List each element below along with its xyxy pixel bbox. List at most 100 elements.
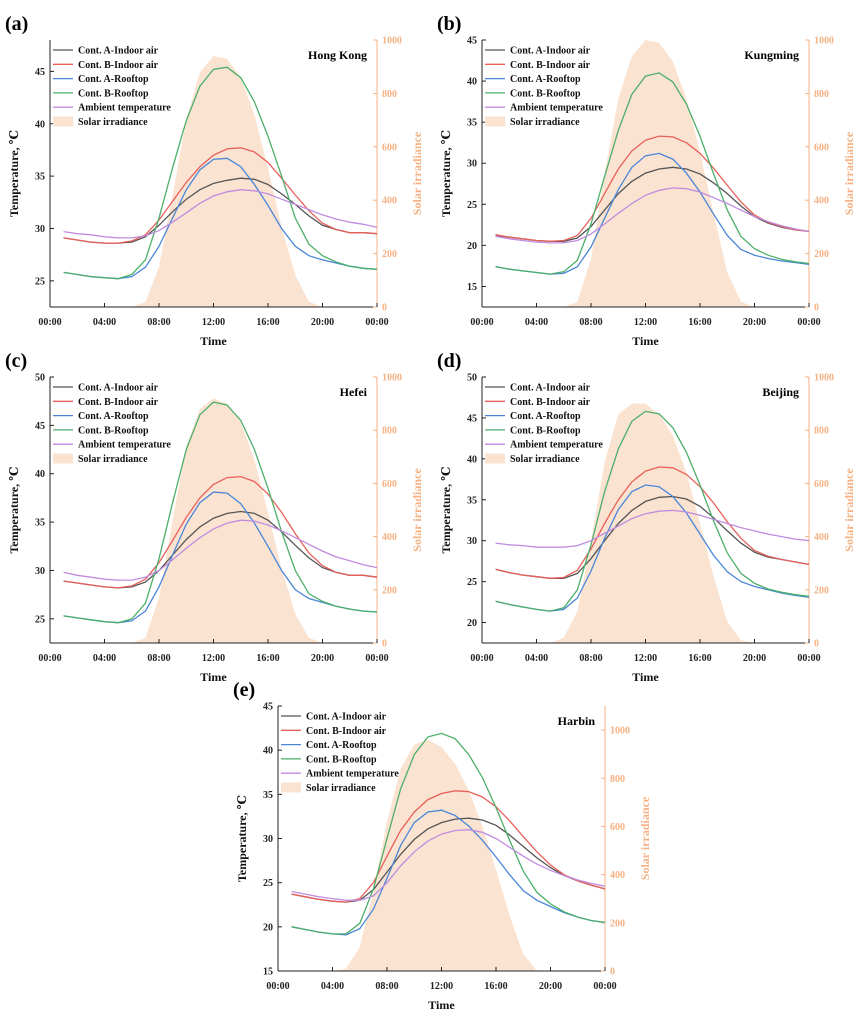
x-tick-label: 00:00 xyxy=(797,653,820,664)
y-tick-label: 15 xyxy=(263,967,273,978)
y2-tick-label: 600 xyxy=(610,822,625,833)
y-tick-label: 25 xyxy=(35,276,45,287)
y-tick-label: 35 xyxy=(263,790,273,801)
y2-tick-label: 1000 xyxy=(814,373,834,384)
y2-tick-label: 0 xyxy=(610,967,615,978)
y2-tick-label: 600 xyxy=(814,479,829,490)
solar-irradiance-area xyxy=(332,739,537,971)
legend-entry: Solar irradiance xyxy=(510,117,580,128)
solar-irradiance-area xyxy=(563,40,755,307)
y-tick-label: 45 xyxy=(467,413,477,424)
chart-title: Hefei xyxy=(340,385,368,399)
y-tick-label: 30 xyxy=(35,224,45,235)
solar-irradiance-area xyxy=(131,398,323,643)
series-line-cont-b-rooftop xyxy=(495,410,810,612)
x-tick-label: 00:00 xyxy=(593,981,616,992)
x-tick-label: 20:00 xyxy=(311,317,334,328)
y2-tick-label: 0 xyxy=(814,639,819,650)
solar-irradiance-area xyxy=(550,403,755,643)
y2-tick-label: 800 xyxy=(382,89,397,100)
chart-panel-1: 25 30 35 40 45 0 200 400 600 800 1000 00:00 04:00 08:… xyxy=(5,13,424,348)
y2-tick-label: 400 xyxy=(814,532,829,543)
y-tick-label: 25 xyxy=(467,200,477,211)
x-tick-label: 08:00 xyxy=(579,317,602,328)
y-tick-label: 35 xyxy=(35,518,45,529)
x-tick-label: 20:00 xyxy=(743,317,766,328)
chart-title: Beijing xyxy=(762,385,799,399)
y-tick-label: 25 xyxy=(35,614,45,625)
x-tick-label: 08:00 xyxy=(375,981,398,992)
x-tick-label: 12:00 xyxy=(634,317,657,328)
series-line-cont-b-indoor-air xyxy=(495,135,810,242)
x-tick-label: 00:00 xyxy=(470,317,493,328)
y-tick-label: 45 xyxy=(263,702,273,713)
x-axis-title: Time xyxy=(632,670,659,684)
y-tick-label: 45 xyxy=(35,67,45,78)
panel-label: (c) xyxy=(5,350,27,372)
y-axis-title: Temperature, ℃ xyxy=(439,130,453,217)
legend-entry: Cont. B-Rooftop xyxy=(78,88,149,99)
series-line-cont-a-rooftop xyxy=(291,809,606,936)
x-axis-title: Time xyxy=(200,334,227,348)
x-tick-label: 04:00 xyxy=(525,653,548,664)
y-axis-title: Temperature, ℃ xyxy=(7,130,21,217)
y-tick-label: 20 xyxy=(263,922,273,933)
panel-label: (b) xyxy=(437,13,461,35)
series-line-cont-b-indoor-air xyxy=(63,147,378,244)
legend-entry: Solar irradiance xyxy=(78,117,148,128)
legend-swatch xyxy=(53,116,73,127)
x-tick-label: 08:00 xyxy=(579,653,602,664)
y-tick-label: 15 xyxy=(467,282,477,293)
legend-entry: Cont. A-Indoor air xyxy=(510,46,591,57)
y2-tick-label: 1000 xyxy=(382,373,402,384)
y2-tick-label: 800 xyxy=(382,426,397,437)
y-tick-label: 25 xyxy=(467,577,477,588)
x-tick-label: 08:00 xyxy=(147,653,170,664)
legend-swatch xyxy=(281,782,301,793)
panel-label: (a) xyxy=(5,13,28,35)
x-tick-label: 20:00 xyxy=(539,981,562,992)
y-axis-title: Temperature, ℃ xyxy=(439,466,453,553)
y2-tick-label: 400 xyxy=(610,870,625,881)
x-tick-label: 00:00 xyxy=(365,317,388,328)
legend-entry: Cont. A-Rooftop xyxy=(510,411,581,422)
y2-tick-label: 600 xyxy=(382,479,397,490)
legend-entry: Ambient temperature xyxy=(78,440,171,451)
y2-tick-label: 1000 xyxy=(814,36,834,47)
y2-tick-label: 400 xyxy=(382,532,397,543)
series-line-ambient-temperature xyxy=(291,829,606,901)
chart-title: Harbin xyxy=(558,714,596,728)
chart-panel-4: 20 25 30 35 40 45 50 0 200 400 600 800 1000 00:00 04:0… xyxy=(437,350,856,684)
series-line-cont-b-indoor-air xyxy=(495,466,810,579)
legend-entry: Cont. A-Rooftop xyxy=(78,74,149,85)
legend-entry: Cont. B-Rooftop xyxy=(78,425,149,436)
x-tick-label: 00:00 xyxy=(470,653,493,664)
series-line-cont-b-indoor-air xyxy=(63,475,378,589)
y-tick-label: 35 xyxy=(467,495,477,506)
x-tick-label: 16:00 xyxy=(256,653,279,664)
x-tick-label: 16:00 xyxy=(688,653,711,664)
series-line-cont-b-indoor-air xyxy=(291,790,606,903)
legend-entry: Ambient temperature xyxy=(306,769,399,780)
y2-tick-label: 200 xyxy=(814,585,829,596)
y-tick-label: 50 xyxy=(467,373,477,384)
y-tick-label: 45 xyxy=(467,36,477,47)
y2-tick-label: 200 xyxy=(610,918,625,929)
y-tick-label: 40 xyxy=(467,454,477,465)
legend-entry: Cont. B-Rooftop xyxy=(306,754,377,765)
legend-swatch xyxy=(53,453,73,464)
x-tick-label: 00:00 xyxy=(266,981,289,992)
y2-axis-title: Solar irradiance xyxy=(842,468,856,552)
series-line-ambient-temperature xyxy=(63,189,378,239)
x-tick-label: 00:00 xyxy=(797,317,820,328)
x-tick-label: 12:00 xyxy=(634,653,657,664)
y2-tick-label: 600 xyxy=(814,142,829,153)
x-axis-title: Time xyxy=(428,998,455,1012)
y2-tick-label: 400 xyxy=(382,196,397,207)
y-tick-label: 40 xyxy=(263,746,273,757)
y2-tick-label: 200 xyxy=(382,249,397,260)
series-line-ambient-temperature xyxy=(495,187,810,244)
y-tick-label: 30 xyxy=(467,536,477,547)
x-axis-title: Time xyxy=(632,334,659,348)
